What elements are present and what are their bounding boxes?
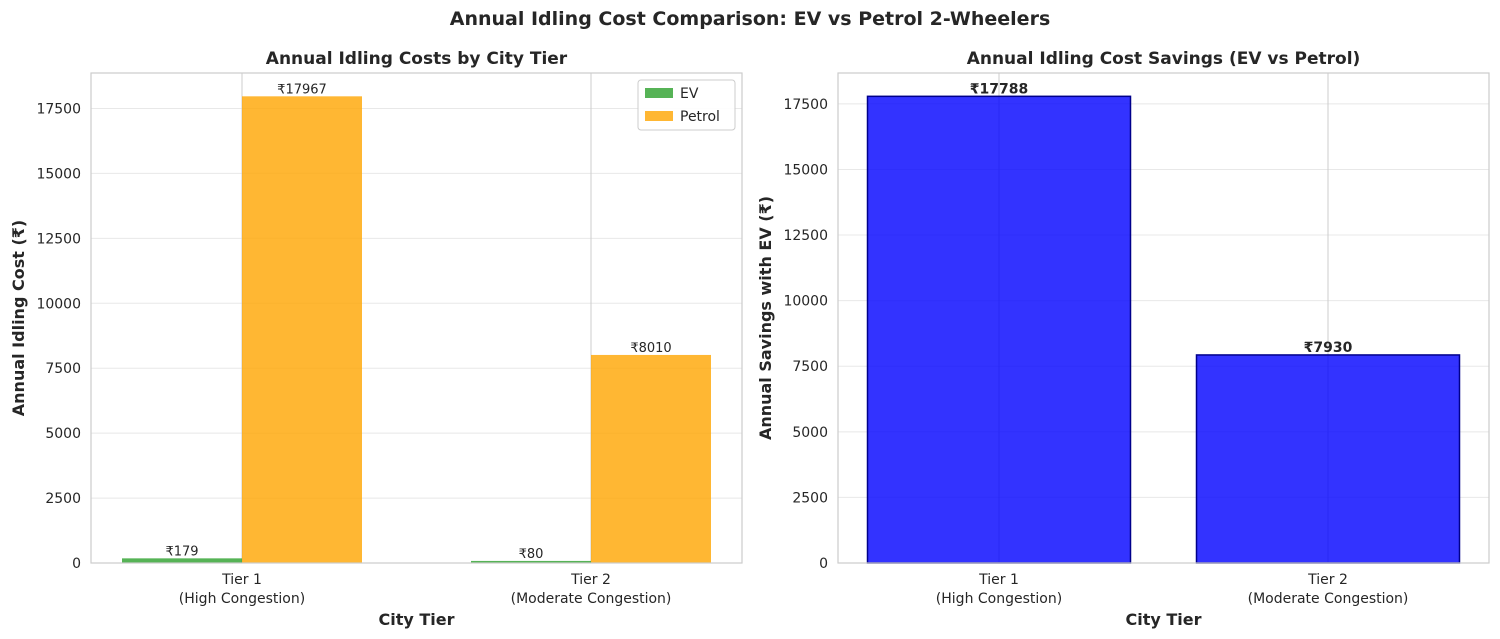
chart2-bar-value-label: ₹17788 [970,81,1028,97]
chart1-y-tick-label: 17500 [36,101,81,117]
chart1-y-tick-label: 0 [72,556,81,572]
chart1-legend-label-ev: EV [680,86,699,102]
chart1-x-tick-label: Tier 2 [570,572,611,588]
chart2-y-tick-label: 12500 [783,228,828,244]
chart1-bar-ev [122,558,242,563]
chart2-y-tick-label: 15000 [783,162,828,178]
chart1-x-tick-sublabel: (Moderate Congestion) [511,591,672,607]
chart2-y-axis-label: Annual Savings with EV (₹) [756,196,775,440]
chart1-y-tick-label: 15000 [36,166,81,182]
chart1-y-tick-label: 12500 [36,231,81,247]
chart2-y-tick-label: 10000 [783,294,828,310]
chart1-bar-petrol [242,96,362,563]
chart2-y-tick-label: 2500 [792,490,828,506]
chart1-y-tick-label: 7500 [45,361,81,377]
chart1-legend-swatch-petrol [645,111,673,121]
chart2-y-tick-label: 5000 [792,425,828,441]
chart1-y-tick-label: 10000 [36,296,81,312]
figure-title: Annual Idling Cost Comparison: EV vs Pet… [449,8,1051,30]
chart2-axes-frame [837,72,1490,564]
chart2-bar-savings [866,95,1132,564]
chart1-bar-petrol [591,354,711,563]
chart2-y-tick-label: 7500 [792,359,828,375]
chart2-bar-value-label: ₹7930 [1304,340,1353,356]
chart1-title: Annual Idling Costs by City Tier [266,49,568,69]
chart1-legend-label-petrol: Petrol [680,109,720,125]
chart2-x-tick-label: Tier 1 [978,572,1019,588]
chart2-bar-savings [1195,354,1461,564]
chart1-y-axis-label: Annual Idling Cost (₹) [9,220,28,416]
chart1-bar-value-label: ₹179 [165,544,198,559]
chart1-y-tick-label: 5000 [45,426,81,442]
chart2-title: Annual Idling Cost Savings (EV vs Petrol… [967,49,1361,69]
chart2-x-tick-label: Tier 2 [1307,572,1348,588]
chart1-bar-value-label: ₹80 [519,547,544,562]
chart1-bar-value-label: ₹17967 [277,82,327,97]
chart1-bar-value-label: ₹8010 [630,341,671,356]
chart2-y-tick-label: 0 [819,556,828,572]
chart1-axes-frame [90,72,743,564]
chart1-legend-swatch-ev [645,88,673,98]
chart2-y-tick-label: 17500 [783,97,828,113]
chart1-y-tick-label: 2500 [45,491,81,507]
chart1-x-tick-sublabel: (High Congestion) [179,591,305,607]
chart1-x-axis-label: City Tier [378,610,454,629]
chart2-x-axis-label: City Tier [1125,610,1201,629]
chart1-x-tick-label: Tier 1 [221,572,262,588]
chart2-x-tick-sublabel: (High Congestion) [936,591,1062,607]
chart1-bar-ev [471,560,591,563]
chart2-x-tick-sublabel: (Moderate Congestion) [1248,591,1409,607]
